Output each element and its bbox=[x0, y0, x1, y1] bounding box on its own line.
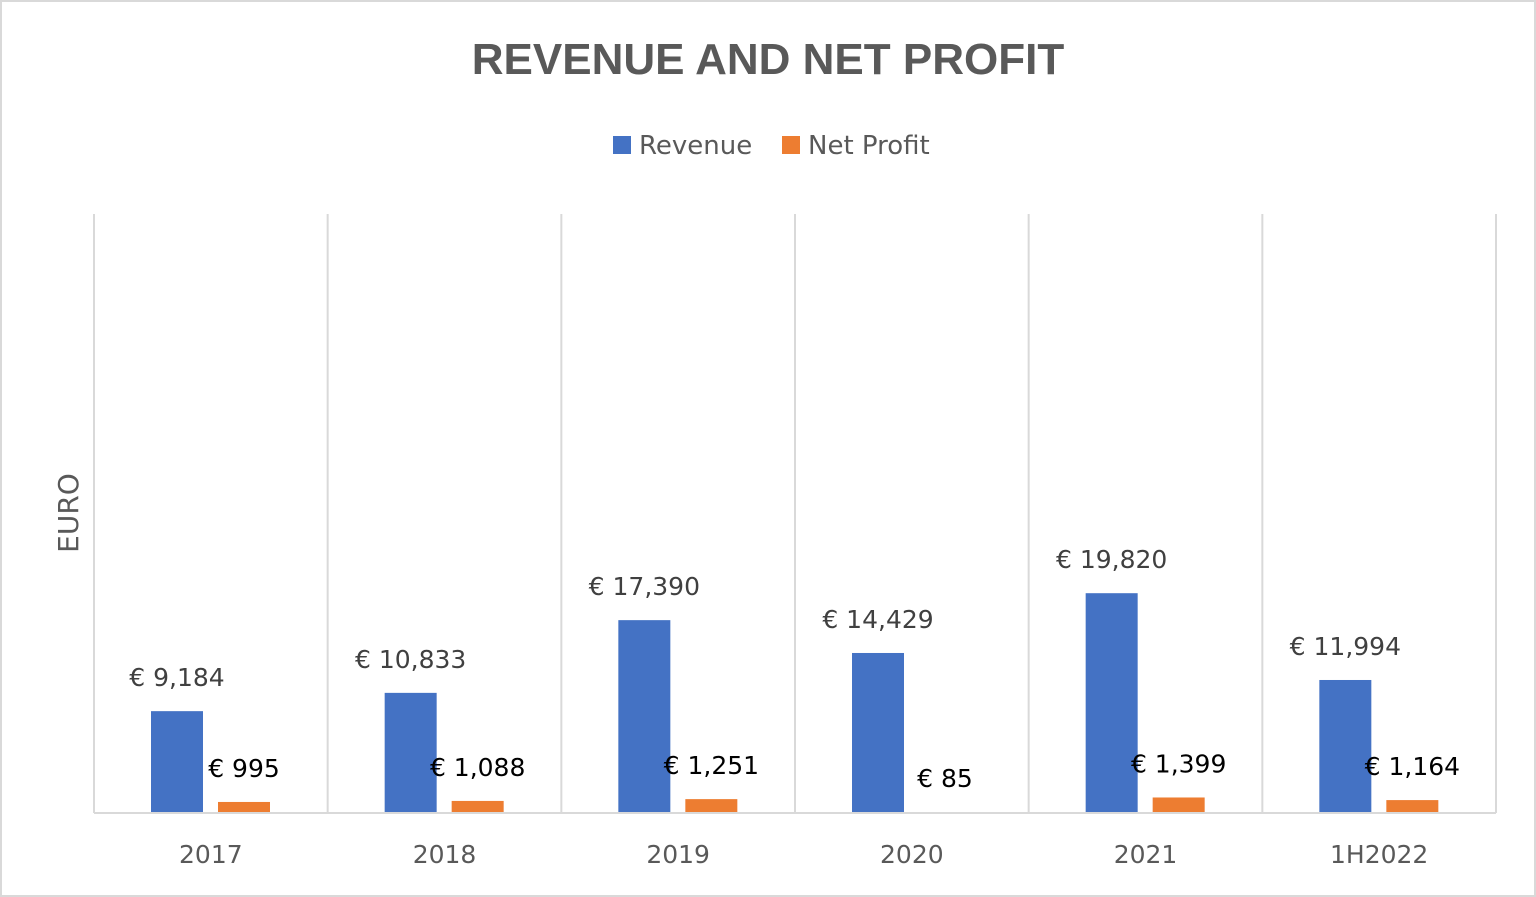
net-profit-label-2017: € 995 bbox=[208, 754, 280, 783]
net-profit-label-2018: € 1,088 bbox=[430, 753, 525, 782]
x-tick-1H2022: 1H2022 bbox=[1330, 840, 1428, 869]
data-labels: € 9,184 € 995 € 10,833 € 1,088 € 17,390 € 1,2… bbox=[129, 545, 1460, 793]
revenue-label-2018: € 10,833 bbox=[355, 645, 466, 674]
x-tick-2019: 2019 bbox=[646, 840, 710, 869]
y-axis-label: EURO bbox=[52, 473, 85, 553]
legend-label-revenue: Revenue bbox=[639, 131, 752, 161]
revenue-bar-2021 bbox=[1085, 593, 1138, 813]
revenue-bar-2017 bbox=[151, 711, 203, 813]
net-profit-bar-2018 bbox=[451, 800, 504, 813]
net-profit-bar-2019 bbox=[685, 799, 738, 813]
revenue-label-2021: € 19,820 bbox=[1056, 545, 1167, 574]
legend: Revenue Net Profit bbox=[613, 131, 930, 161]
chart-title: REVENUE AND NET PROFIT bbox=[472, 35, 1065, 84]
legend-label-net-profit: Net Profit bbox=[808, 131, 930, 161]
bars bbox=[151, 593, 1439, 814]
x-tick-2021: 2021 bbox=[1114, 840, 1178, 869]
x-tick-2020: 2020 bbox=[880, 840, 944, 869]
revenue-label-2017: € 9,184 bbox=[129, 663, 224, 692]
revenue-label-1H2022: € 11,994 bbox=[1290, 632, 1401, 661]
revenue-bar-1H2022 bbox=[1319, 679, 1372, 813]
revenue-bar-2018 bbox=[384, 692, 437, 813]
net-profit-label-2019: € 1,251 bbox=[664, 751, 759, 780]
category-gridlines bbox=[93, 214, 1497, 813]
revenue-bar-2019 bbox=[618, 620, 671, 813]
legend-swatch-revenue bbox=[613, 136, 631, 154]
revenue-bar-2020 bbox=[852, 652, 904, 813]
net-profit-bar-1H2022 bbox=[1386, 800, 1439, 813]
net-profit-bar-2017 bbox=[218, 801, 270, 813]
x-tick-2018: 2018 bbox=[413, 840, 477, 869]
net-profit-label-2020: € 85 bbox=[917, 764, 973, 793]
net-profit-bar-2021 bbox=[1152, 797, 1205, 813]
x-axis-ticks: 2017 2018 2019 2020 2021 1H2022 bbox=[179, 840, 1428, 869]
net-profit-label-2021: € 1,399 bbox=[1131, 749, 1226, 778]
net-profit-label-1H2022: € 1,164 bbox=[1365, 752, 1460, 781]
legend-swatch-net-profit bbox=[782, 136, 800, 154]
revenue-label-2020: € 14,429 bbox=[822, 605, 933, 634]
x-tick-2017: 2017 bbox=[179, 840, 243, 869]
revenue-label-2019: € 17,390 bbox=[589, 572, 700, 601]
